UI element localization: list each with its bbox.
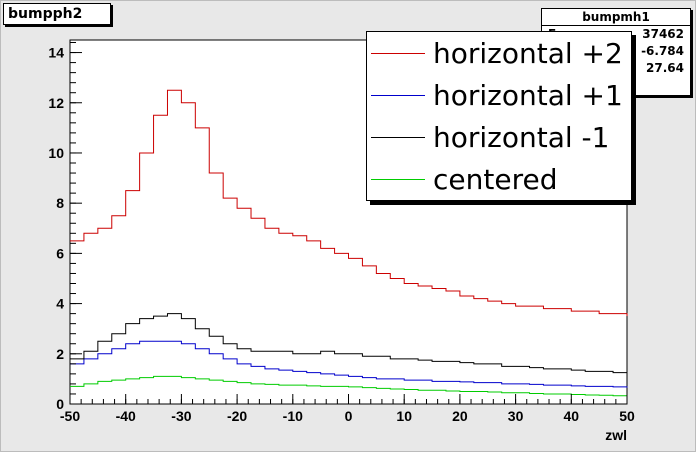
legend-item: horizontal +2 — [367, 32, 631, 74]
series-line — [70, 89, 628, 317]
stats-value: 27.64 — [646, 61, 684, 75]
x-tick-label: -50 — [60, 408, 80, 424]
x-tick-label: 50 — [619, 408, 635, 424]
legend-label: horizontal +1 — [433, 78, 623, 112]
legend-label: horizontal -1 — [433, 120, 610, 154]
x-tick-label: 10 — [396, 408, 412, 424]
y-tick-label: 12 — [48, 95, 64, 111]
y-tick-label: 0 — [56, 396, 64, 412]
chart-title: bumpph2 — [3, 3, 111, 25]
series-layer — [70, 89, 628, 397]
legend-label: centered — [433, 162, 558, 196]
x-axis-label: zwl — [605, 427, 627, 443]
y-tick-label: 8 — [56, 195, 64, 211]
x-tick-label: -20 — [227, 408, 247, 424]
legend-swatch — [371, 178, 425, 180]
legend-swatch — [371, 52, 425, 54]
legend-item: centered — [367, 158, 631, 200]
y-tick-label: 14 — [48, 45, 64, 61]
series-line — [70, 375, 628, 397]
y-tick-label: 4 — [56, 296, 64, 312]
stats-value: 37462 — [642, 27, 684, 41]
legend-item: horizontal -1 — [367, 116, 631, 158]
stats-value: -6.784 — [641, 44, 684, 58]
y-tick-label: 2 — [56, 346, 64, 362]
series-line — [70, 313, 628, 374]
legend-item: horizontal +1 — [367, 74, 631, 116]
y-tick-label: 6 — [56, 245, 64, 261]
x-tick-label: -40 — [116, 408, 136, 424]
x-tick-label: 40 — [564, 408, 580, 424]
axes-layer: -50 -40 -30 -20 -10 0 10 20 30 40 50 0 2 4 6 8 10 12 14 — [48, 42, 635, 424]
x-tick-label: 30 — [508, 408, 524, 424]
legend-label: horizontal +2 — [433, 36, 623, 70]
legend: horizontal +2 horizontal +1 horizontal -… — [366, 31, 632, 201]
y-tick-label: 10 — [48, 145, 64, 161]
series-line — [70, 340, 628, 388]
x-tick-label: -30 — [171, 408, 191, 424]
legend-swatch — [371, 136, 425, 138]
x-tick-label: 20 — [452, 408, 468, 424]
legend-swatch — [371, 94, 425, 96]
x-tick-label: -10 — [283, 408, 303, 424]
stats-title: bumpmh1 — [542, 9, 690, 26]
x-tick-label: 0 — [345, 408, 353, 424]
